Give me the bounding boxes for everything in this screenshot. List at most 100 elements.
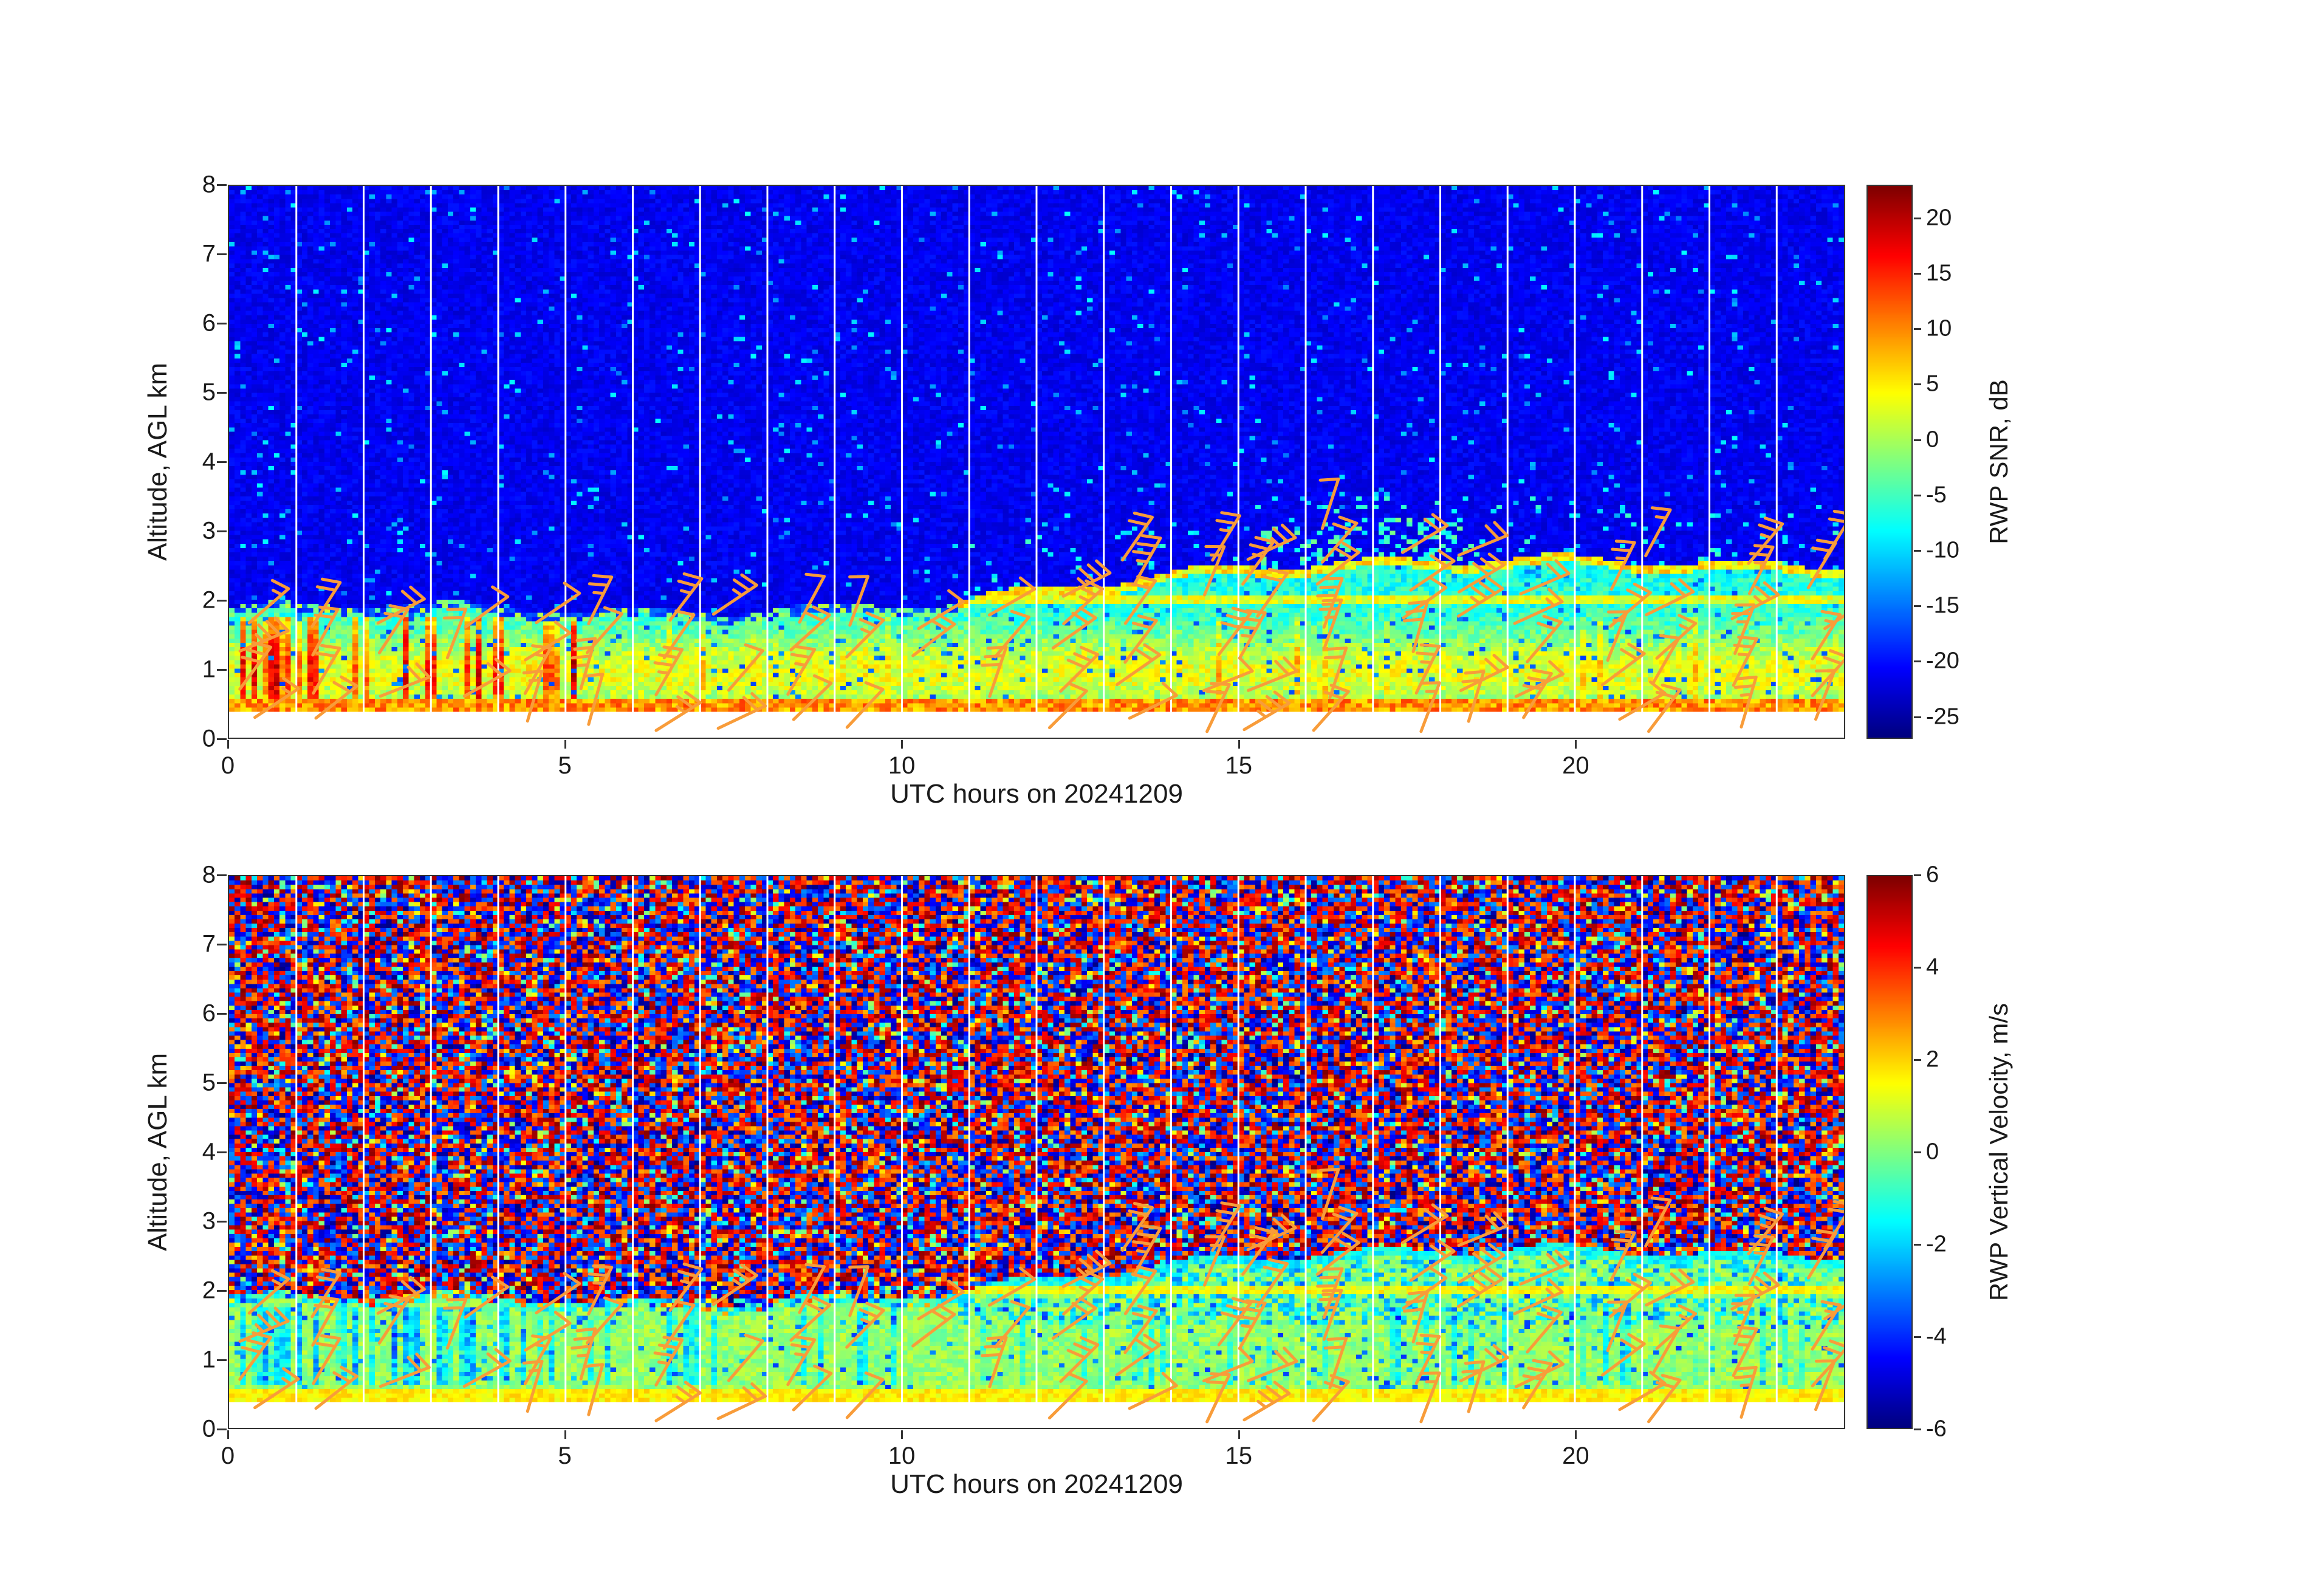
wind-barb xyxy=(524,620,572,662)
wind-barb xyxy=(786,645,817,696)
wind-barb xyxy=(1457,521,1509,557)
wind-barb xyxy=(310,1267,342,1319)
wind-barb xyxy=(789,605,832,652)
wind-barb xyxy=(1062,1269,1105,1316)
wind-barb xyxy=(1732,636,1759,687)
x-tick-mark xyxy=(901,740,903,749)
wind-barb xyxy=(1526,1305,1563,1354)
wind-barb xyxy=(1247,656,1298,692)
wind-barb xyxy=(462,657,512,698)
wind-barb xyxy=(464,1275,510,1319)
y-tick-label: 0 xyxy=(202,1415,216,1442)
wind-barb xyxy=(1811,1339,1844,1388)
y-tick-mark xyxy=(217,1290,227,1292)
y-tick-label: 2 xyxy=(202,1277,216,1304)
wind-barb xyxy=(993,609,1031,659)
wind-barb xyxy=(312,1334,341,1385)
wind-barb xyxy=(1733,675,1758,729)
x-tick-label: 0 xyxy=(221,752,235,779)
wind-barb xyxy=(377,604,410,654)
colorbar-tick-label: -25 xyxy=(1926,704,1959,730)
wind-barb xyxy=(1061,1249,1112,1288)
wind-barb xyxy=(1202,656,1254,693)
wind-barb xyxy=(1236,1299,1267,1350)
colorbar-tick-label: 2 xyxy=(1926,1046,1939,1072)
wind-barb xyxy=(1814,1359,1836,1411)
wind-barb xyxy=(1651,634,1681,685)
wind-barb xyxy=(312,643,341,695)
wind-barb xyxy=(1217,1297,1252,1346)
wind-barb xyxy=(1243,1381,1291,1422)
colorbar-tick-mark xyxy=(1914,439,1921,441)
wind-barb xyxy=(1823,1304,1844,1320)
wind-barb xyxy=(1320,515,1359,564)
colorbar-tick-label: -10 xyxy=(1926,537,1959,563)
x-tick-label: 10 xyxy=(888,752,916,779)
colorbar-tick-mark xyxy=(1914,549,1921,552)
wind-barb xyxy=(1647,1373,1682,1424)
snr-plot-area xyxy=(228,185,1845,739)
wind-barb xyxy=(376,1275,426,1315)
wind-barb xyxy=(1211,511,1241,562)
wind-barb xyxy=(987,576,1037,617)
wind-barb xyxy=(442,608,468,660)
wind-barb xyxy=(442,1298,468,1350)
colorbar-tick-label: 20 xyxy=(1926,205,1952,231)
y-tick-mark xyxy=(217,600,227,602)
x-tick-mark xyxy=(901,1430,903,1439)
colorbar-tick-mark xyxy=(1914,874,1921,876)
colorbar-tick-mark xyxy=(1914,272,1921,275)
x-tick-label: 10 xyxy=(888,1442,916,1469)
wind-barb xyxy=(238,641,273,691)
snr-colorbar-gradient xyxy=(1868,186,1911,738)
wind-barb xyxy=(1609,1272,1652,1318)
y-tick-mark xyxy=(217,944,227,945)
wind-barb xyxy=(1730,581,1780,620)
wind-barb xyxy=(1320,1206,1359,1254)
wind-barb xyxy=(1062,579,1105,626)
wind-barb xyxy=(571,1327,597,1381)
wind-barb xyxy=(1047,682,1088,730)
wind-barb xyxy=(379,1353,431,1388)
colorbar-tick-mark xyxy=(1914,660,1921,663)
colorbar-tick-mark xyxy=(1914,716,1921,718)
wind-barb xyxy=(1247,1346,1298,1382)
wind-barb xyxy=(247,578,290,625)
y-tick-mark xyxy=(217,1151,227,1153)
wind-barb xyxy=(1456,576,1504,618)
wind-barb xyxy=(1732,1326,1759,1377)
wind-barb xyxy=(1236,609,1267,660)
wind-barb xyxy=(571,637,597,690)
y-tick-mark xyxy=(217,1429,227,1430)
y-tick-label: 4 xyxy=(202,1138,216,1165)
y-tick-label: 8 xyxy=(202,171,216,198)
y-tick-label: 5 xyxy=(202,379,216,406)
y-tick-label: 0 xyxy=(202,725,216,752)
wind-barb xyxy=(716,1382,767,1421)
x-tick-label: 20 xyxy=(1562,1442,1589,1469)
wind-barb xyxy=(654,1381,702,1422)
wind-barb xyxy=(1318,599,1343,651)
wind-barb xyxy=(238,1331,273,1381)
y-tick-mark xyxy=(217,738,227,740)
wind-barb xyxy=(314,675,359,720)
wind-barb xyxy=(1519,1249,1571,1286)
snr-colorbar-label: RWP SNR, dB xyxy=(1984,379,2013,544)
wind-barb xyxy=(1601,1333,1646,1377)
wind-barb xyxy=(727,1333,764,1382)
wind-barb xyxy=(1645,1268,1695,1307)
wind-barb xyxy=(1731,1294,1756,1345)
colorbar-tick-label: 0 xyxy=(1926,427,1939,453)
velocity-colorbar xyxy=(1866,875,1913,1429)
wind-barb xyxy=(845,1371,885,1419)
wind-barb xyxy=(1246,1213,1297,1252)
colorbar-tick-label: 0 xyxy=(1926,1139,1939,1165)
x-tick-mark xyxy=(564,740,566,749)
wind-barb xyxy=(1414,1333,1441,1385)
wind-barb xyxy=(917,1279,965,1320)
y-tick-label: 5 xyxy=(202,1069,216,1096)
y-tick-label: 7 xyxy=(202,930,216,958)
wind-barb xyxy=(653,645,684,696)
wind-barb xyxy=(716,692,767,730)
wind-barb xyxy=(1400,513,1449,554)
